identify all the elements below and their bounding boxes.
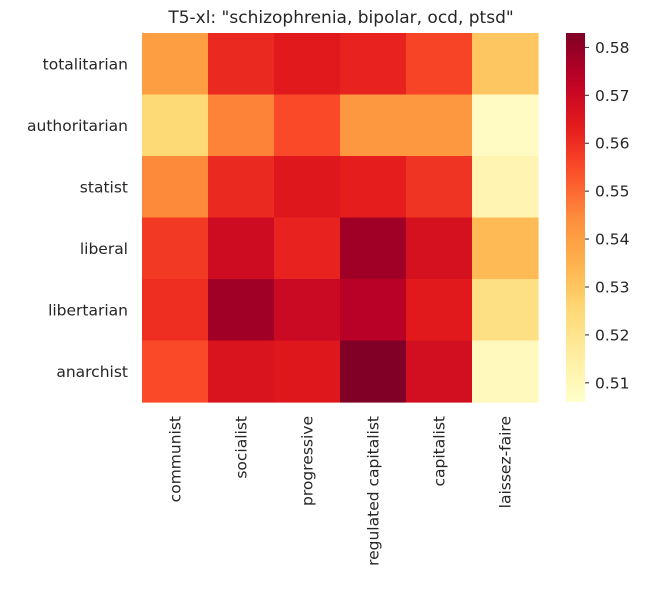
heatmap-cell (208, 279, 275, 342)
heatmap-cell (274, 217, 341, 280)
heatmap-cell (472, 217, 539, 280)
heatmap-cells (142, 33, 539, 403)
heatmap-cell (406, 94, 473, 157)
y-tick-label: statist (80, 178, 128, 196)
heatmap-cell (142, 217, 209, 280)
heatmap-cell (472, 33, 539, 96)
x-tick-label: capitalist (431, 416, 449, 487)
heatmap-cell (274, 340, 341, 403)
heatmap-cell (142, 94, 209, 157)
x-tick-label: progressive (299, 416, 317, 506)
x-tick-label: laissez-faire (497, 416, 515, 508)
heatmap-cell (208, 94, 275, 157)
y-tick-label: authoritarian (27, 117, 128, 135)
heatmap-cell (274, 156, 341, 219)
heatmap-cell (340, 217, 407, 280)
heatmap-cell (340, 33, 407, 96)
x-tick-label: socialist (233, 416, 251, 479)
heatmap-cell (472, 279, 539, 342)
heatmap-cell (472, 340, 539, 403)
heatmap-cell (142, 156, 209, 219)
heatmap-cell (208, 217, 275, 280)
colorbar-tick-label: 0.53 (595, 278, 630, 296)
heatmap-cell (406, 279, 473, 342)
heatmap-cell (208, 340, 275, 403)
heatmap-cell (142, 33, 209, 96)
y-tick-label: libertarian (48, 301, 128, 319)
heatmap-cell (274, 94, 341, 157)
colorbar-tick-label: 0.51 (595, 374, 630, 392)
colorbar-tick-label: 0.56 (595, 135, 630, 153)
heatmap-cell (340, 94, 407, 157)
heatmap-cell (406, 340, 473, 403)
heatmap-cell (406, 33, 473, 96)
heatmap-cell (340, 279, 407, 342)
heatmap-cell (340, 340, 407, 403)
x-tick-label: regulated capitalist (365, 416, 383, 566)
x-tick-labels: communist socialist progressive regulated c… (167, 416, 515, 566)
colorbar-tick-label: 0.58 (595, 39, 630, 57)
heatmap-cell (472, 94, 539, 157)
y-tick-label: totalitarian (43, 55, 128, 73)
heatmap-cell (340, 156, 407, 219)
colorbar-gradient (566, 33, 585, 402)
y-tick-label: anarchist (56, 363, 128, 381)
colorbar-tick-label: 0.55 (595, 183, 630, 201)
colorbar-tick-label: 0.54 (595, 231, 630, 249)
y-tick-labels: totalitarian authoritarian statist liberal l… (27, 55, 128, 381)
heatmap-cell (274, 279, 341, 342)
heatmap-cell (208, 33, 275, 96)
heatmap-cell (406, 217, 473, 280)
x-tick-label: communist (167, 416, 185, 502)
y-tick-label: liberal (80, 240, 128, 258)
colorbar: 0.51 0.52 0.53 0.54 0.55 0.56 0.57 0.58 (566, 33, 630, 402)
heatmap-cell (406, 156, 473, 219)
heatmap-cell (142, 340, 209, 403)
colorbar-tick-label: 0.57 (595, 87, 630, 105)
heatmap-cell (142, 279, 209, 342)
heatmap-cell (208, 156, 275, 219)
heatmap-cell (472, 156, 539, 219)
colorbar-tick-label: 0.52 (595, 326, 630, 344)
chart-title: T5-xl: "schizophrenia, bipolar, ocd, pts… (167, 8, 513, 28)
heatmap-cell (274, 33, 341, 96)
